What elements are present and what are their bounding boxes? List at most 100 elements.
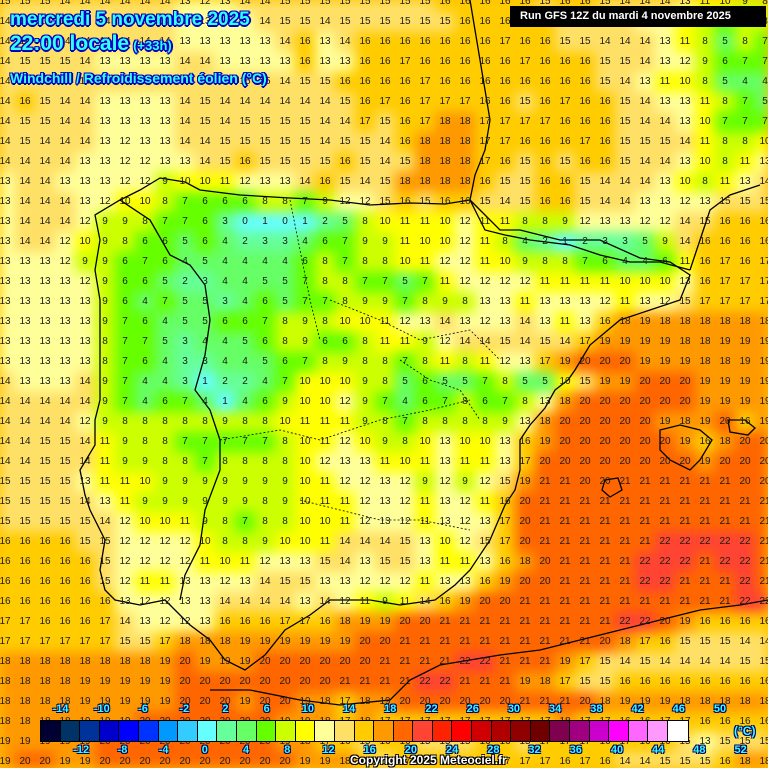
grid-value: 20	[339, 656, 351, 667]
grid-value: 6	[722, 56, 728, 67]
grid-value: 14	[0, 36, 11, 47]
grid-value: 12	[139, 176, 151, 187]
grid-value: 17	[439, 96, 451, 107]
grid-value: 15	[599, 656, 611, 667]
grid-value: 10	[699, 116, 711, 127]
legend-swatch	[295, 721, 316, 741]
grid-value: 15	[399, 156, 411, 167]
grid-value: 19	[379, 616, 391, 627]
grid-value: 16	[59, 616, 71, 627]
grid-value: 16	[439, 0, 451, 7]
grid-value: 9	[702, 56, 708, 67]
grid-value: 5	[522, 376, 528, 387]
grid-value: 16	[0, 576, 11, 587]
grid-value: 14	[599, 196, 611, 207]
grid-value: 13	[739, 176, 751, 187]
grid-value: 13	[439, 516, 451, 527]
grid-value: 15	[19, 0, 31, 7]
grid-value: 4	[222, 336, 228, 347]
legend-label-top: 30	[507, 703, 521, 715]
grid-value: 10	[499, 256, 511, 267]
grid-value: 14	[39, 16, 51, 27]
grid-value: 8	[282, 456, 288, 467]
grid-value: 12	[319, 456, 331, 467]
grid-value: 7	[402, 416, 408, 427]
grid-value: 16	[0, 596, 11, 607]
regional-boundaries	[219, 199, 501, 531]
iberia-coastline	[79, 177, 691, 671]
grid-value: 19	[759, 376, 768, 387]
grid-value: 15	[599, 676, 611, 687]
grid-value: 15	[79, 536, 91, 547]
grid-value: 17	[279, 616, 291, 627]
grid-value: 16	[659, 636, 671, 647]
grid-value: 9	[162, 176, 168, 187]
grid-value: 5	[722, 76, 728, 87]
grid-value: 16	[79, 616, 91, 627]
grid-value: 11	[359, 596, 371, 607]
grid-value: 17	[559, 676, 571, 687]
grid-value: 15	[619, 136, 631, 147]
grid-value: 16	[439, 56, 451, 67]
grid-value: 22	[459, 656, 471, 667]
grid-value: 8	[222, 456, 228, 467]
grid-value: 10	[119, 196, 131, 207]
grid-value: 18	[539, 416, 551, 427]
grid-value: 16	[759, 236, 768, 247]
grid-value: 16	[259, 616, 271, 627]
grid-value: 21	[639, 596, 651, 607]
grid-value: 14	[19, 76, 31, 87]
grid-value: 14	[19, 176, 31, 187]
grid-value: 4	[762, 76, 768, 87]
grid-value: 18	[0, 676, 11, 687]
grid-value: 21	[739, 496, 751, 507]
grid-value: 16	[519, 36, 531, 47]
grid-value: 14	[259, 0, 271, 7]
grid-value: 21	[639, 496, 651, 507]
grid-value: 17	[479, 136, 491, 147]
grid-value: 21	[539, 536, 551, 547]
grid-value: 17	[579, 136, 591, 147]
grid-value: 13	[0, 336, 11, 347]
grid-value: 8	[742, 136, 748, 147]
grid-value: 16	[539, 36, 551, 47]
grid-value: 13	[499, 296, 511, 307]
grid-value: 17	[699, 296, 711, 307]
grid-value: 16	[339, 76, 351, 87]
grid-value: 5	[262, 356, 268, 367]
legend-label-top: -6	[138, 703, 148, 715]
grid-value: 16	[699, 716, 711, 727]
grid-value: 13	[439, 576, 451, 587]
grid-value: 21	[519, 596, 531, 607]
legend-swatch	[589, 721, 610, 741]
grid-value: 12	[379, 576, 391, 587]
grid-value: 14	[59, 76, 71, 87]
grid-value: 4	[182, 256, 188, 267]
grid-value: 14	[79, 376, 91, 387]
grid-value: 13	[179, 576, 191, 587]
grid-value: 19	[319, 756, 331, 767]
grid-value: 12	[499, 276, 511, 287]
grid-value: 20	[439, 696, 451, 707]
grid-value: 15	[599, 76, 611, 87]
menorca-island	[727, 419, 756, 436]
grid-value: 16	[599, 756, 611, 767]
grid-value: 15	[519, 176, 531, 187]
grid-value: 21	[599, 556, 611, 567]
grid-value: 13	[659, 36, 671, 47]
grid-value: 13	[659, 176, 671, 187]
grid-value: 16	[499, 56, 511, 67]
grid-value: 19	[19, 736, 31, 747]
grid-value: 3	[182, 356, 188, 367]
grid-value: 15	[739, 736, 751, 747]
grid-value: 13	[0, 356, 11, 367]
grid-value: 17	[579, 756, 591, 767]
grid-value: 14	[59, 156, 71, 167]
grid-value: 14	[339, 556, 351, 567]
grid-value: 11	[479, 216, 491, 227]
grid-value: 18	[179, 636, 191, 647]
grid-value: 16	[19, 96, 31, 107]
grid-value: 8	[242, 416, 248, 427]
grid-value: 21	[719, 496, 731, 507]
